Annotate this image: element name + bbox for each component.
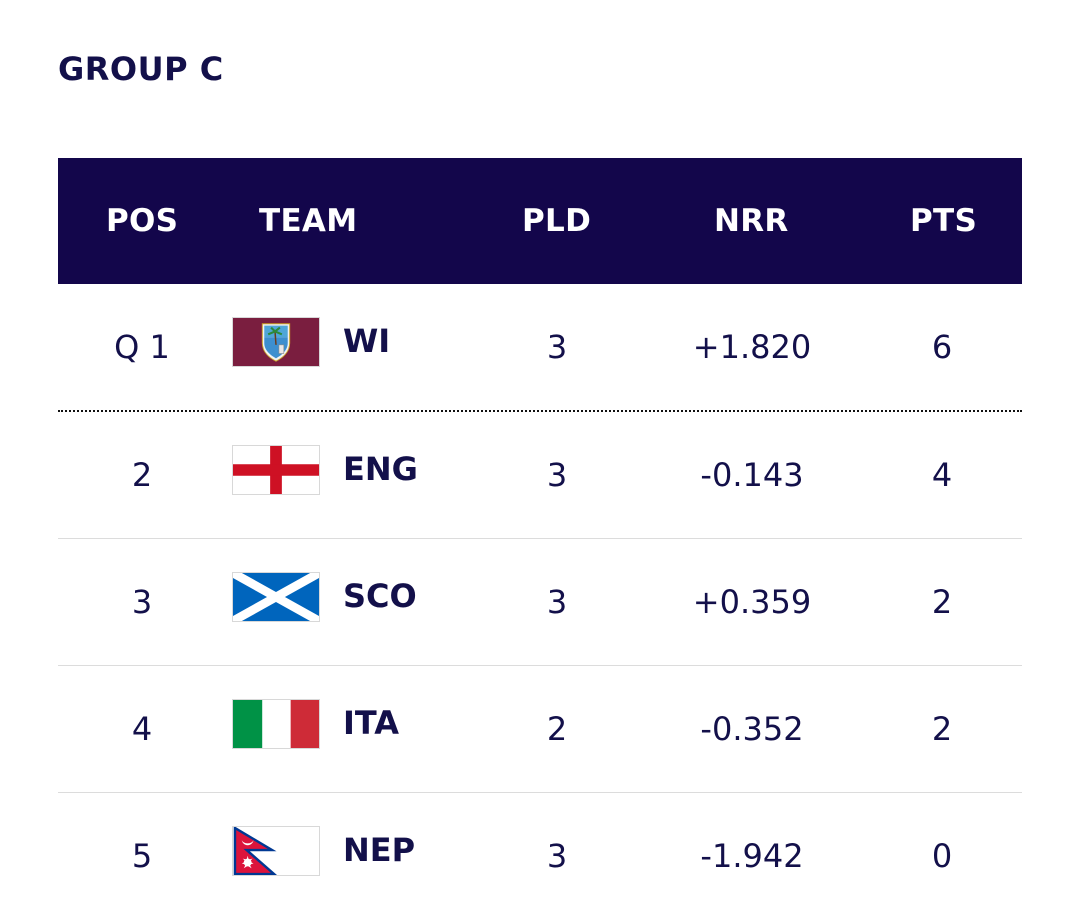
played: 3 — [546, 456, 568, 494]
position: Q 1 — [114, 328, 170, 366]
west-indies-flag-icon — [232, 317, 320, 367]
header-pld[interactable]: PLD — [522, 203, 592, 239]
table-row[interactable]: 2 ENG 3 -0.143 4 — [58, 412, 1022, 539]
points: 0 — [931, 837, 953, 875]
table-header: POS TEAM PLD NRR PTS — [58, 158, 1022, 284]
net-run-rate: -1.942 — [700, 837, 804, 875]
position: 2 — [131, 456, 153, 494]
nepal-flag-icon — [232, 826, 320, 876]
position: 3 — [131, 583, 153, 621]
points: 2 — [931, 583, 953, 621]
team-code[interactable]: ENG — [343, 450, 418, 488]
group-title: GROUP C — [58, 50, 224, 88]
points: 4 — [931, 456, 953, 494]
header-pts[interactable]: PTS — [910, 203, 978, 239]
table-row[interactable]: Q 1 WI 3 +1.820 6 — [58, 284, 1022, 412]
net-run-rate: -0.352 — [700, 710, 804, 748]
header-team[interactable]: TEAM — [259, 203, 358, 239]
italy-flag-icon — [232, 699, 320, 749]
team-code[interactable]: SCO — [343, 577, 417, 615]
points: 6 — [931, 328, 953, 366]
played: 2 — [546, 710, 568, 748]
position: 5 — [131, 837, 153, 875]
header-pos[interactable]: POS — [106, 203, 179, 239]
played: 3 — [546, 837, 568, 875]
scotland-flag-icon — [232, 572, 320, 622]
net-run-rate: +1.820 — [692, 328, 812, 366]
played: 3 — [546, 583, 568, 621]
position: 4 — [131, 710, 153, 748]
table-row[interactable]: 3 SCO 3 +0.359 2 — [58, 539, 1022, 666]
header-nrr[interactable]: NRR — [714, 203, 789, 239]
team-code[interactable]: WI — [343, 322, 391, 360]
table-row[interactable]: 5 NEP 3 -1.942 0 — [58, 793, 1022, 919]
team-code[interactable]: ITA — [343, 704, 400, 742]
points: 2 — [931, 710, 953, 748]
england-flag-icon — [232, 445, 320, 495]
team-code[interactable]: NEP — [343, 831, 416, 869]
table-row[interactable]: 4 ITA 2 -0.352 2 — [58, 666, 1022, 793]
net-run-rate: +0.359 — [692, 583, 812, 621]
net-run-rate: -0.143 — [700, 456, 804, 494]
standings-table: POS TEAM PLD NRR PTS Q 1 WI 3 +1.820 6 2 — [58, 158, 1022, 919]
played: 3 — [546, 328, 568, 366]
